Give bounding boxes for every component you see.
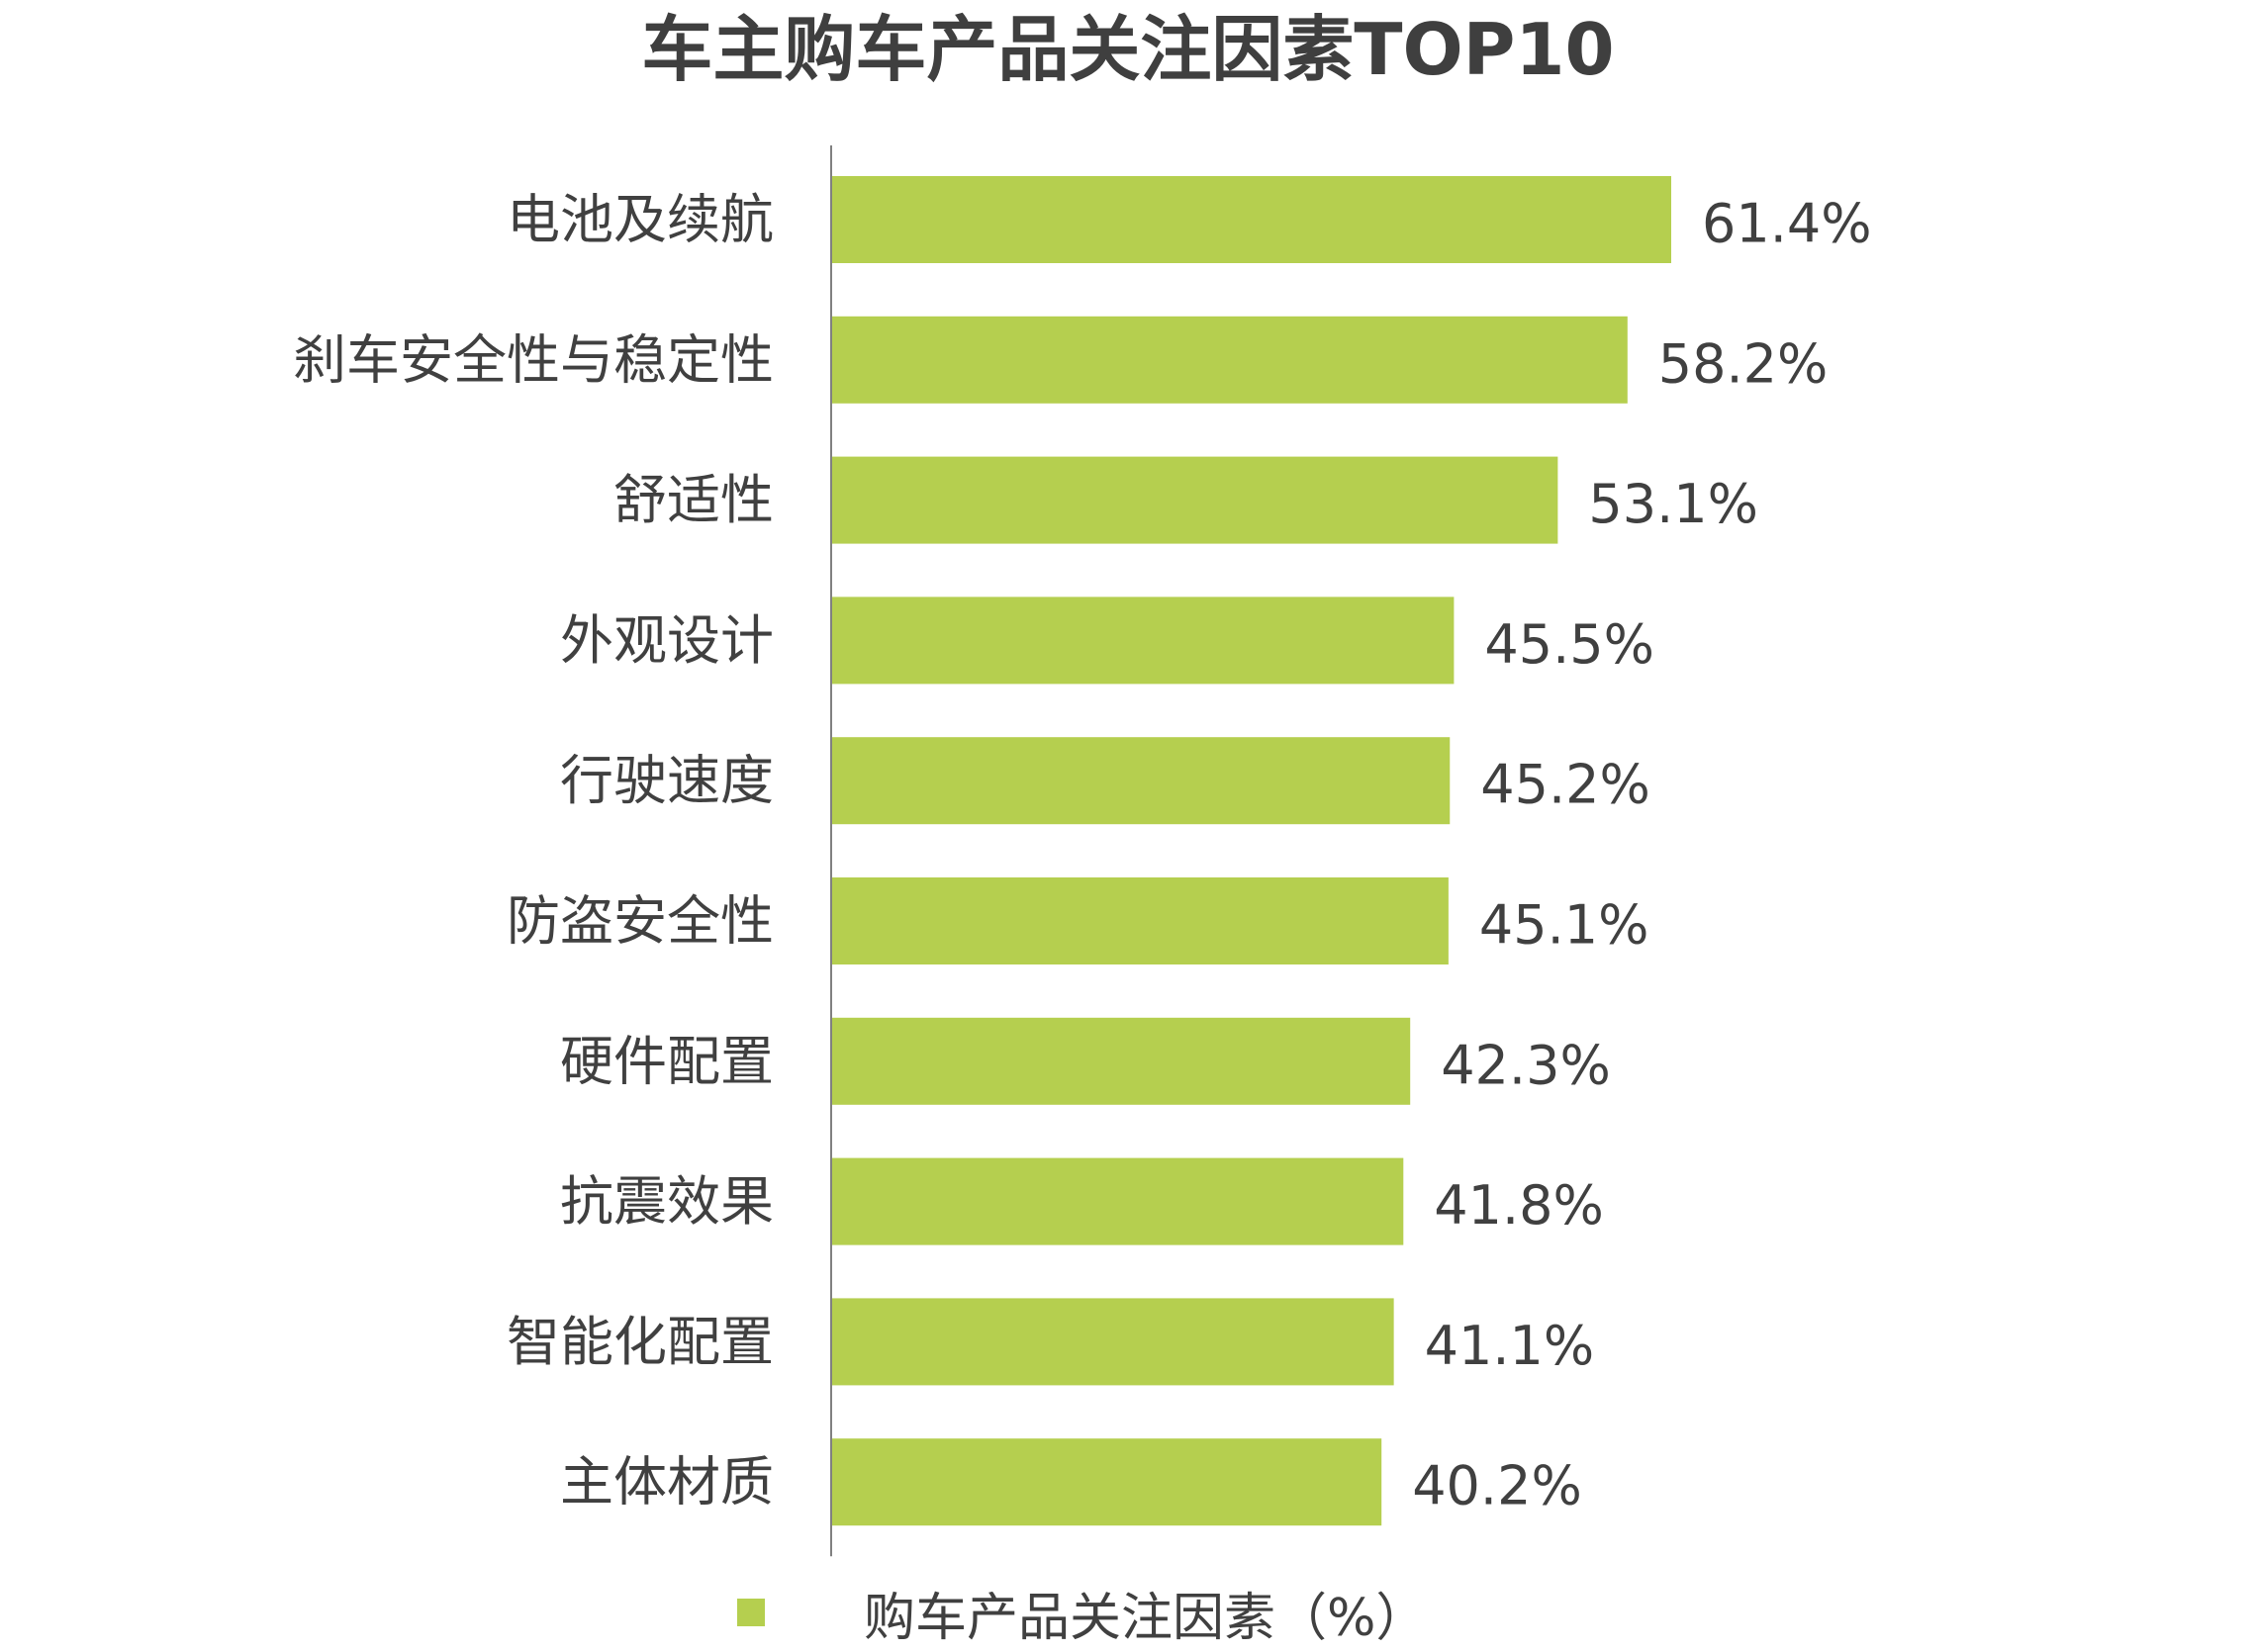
category-label: 刹车安全性与稳定性 <box>293 328 774 391</box>
value-label: 42.3% <box>1441 1034 1611 1096</box>
chart-title: 车主购车产品关注因素TOP10 <box>641 8 1615 91</box>
bar <box>832 1157 1404 1245</box>
bar <box>832 176 1671 263</box>
bar <box>832 1438 1382 1526</box>
value-label: 45.2% <box>1480 754 1650 816</box>
value-label: 41.8% <box>1434 1174 1604 1237</box>
category-label: 智能化配置 <box>507 1311 774 1373</box>
value-label: 41.1% <box>1425 1315 1595 1377</box>
category-label: 电池及续航 <box>507 189 774 251</box>
value-label: 45.1% <box>1479 894 1649 957</box>
category-label: 抗震效果 <box>560 1170 774 1233</box>
value-label: 61.4% <box>1702 193 1872 255</box>
bar <box>832 737 1451 825</box>
category-label: 防盗安全性 <box>507 890 774 953</box>
value-label: 58.2% <box>1658 332 1829 395</box>
value-label: 53.1% <box>1588 473 1758 535</box>
legend: 购车产品关注因素（%） <box>737 1573 1427 1652</box>
bar <box>832 877 1449 964</box>
value-label: 40.2% <box>1412 1455 1582 1517</box>
legend-label: 购车产品关注因素（%） <box>864 1588 1428 1648</box>
legend-swatch <box>737 1599 765 1626</box>
category-label: 外观设计 <box>560 609 774 672</box>
bar <box>832 1298 1394 1386</box>
bar <box>832 597 1455 685</box>
category-label: 主体材质 <box>560 1451 774 1514</box>
category-label: 舒适性 <box>613 469 774 531</box>
category-label: 行驶速度 <box>560 750 774 812</box>
bar <box>832 456 1558 544</box>
bar <box>832 1017 1411 1105</box>
value-label: 45.5% <box>1484 613 1654 676</box>
bar <box>832 316 1628 404</box>
category-label: 硬件配置 <box>560 1030 774 1092</box>
